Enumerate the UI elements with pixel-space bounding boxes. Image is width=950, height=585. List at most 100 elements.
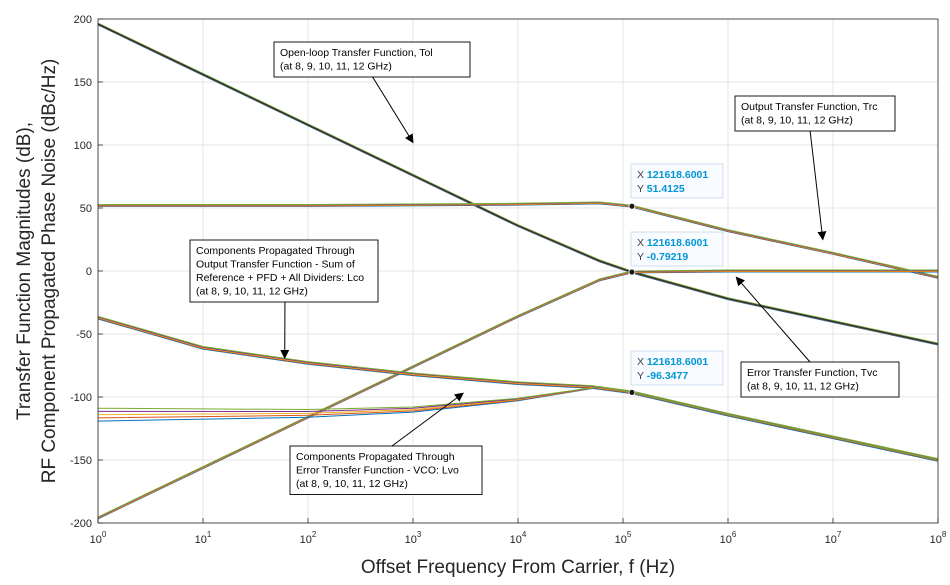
datatip-x-row: X 121618.6001 bbox=[637, 356, 708, 368]
annotations: Open-loop Transfer Function, Tol (at 8, 9… bbox=[189, 41, 900, 495]
datatip-marker[interactable] bbox=[628, 268, 636, 276]
y-tick-label: -200 bbox=[70, 518, 92, 530]
x-tick-exponent: 6 bbox=[732, 530, 737, 539]
datatip-y-row: Y -0.79219 bbox=[637, 251, 688, 263]
x-tick-base: 10 bbox=[405, 534, 417, 546]
x-tick-exponent: 8 bbox=[942, 530, 947, 539]
curve-family-lco bbox=[98, 315, 938, 462]
annotation-text-line: Error Transfer Function - VCO: Lvo bbox=[296, 465, 459, 477]
y-axis-label-line-2: RF Component Propagated Phase Noise (dBc… bbox=[39, 59, 60, 484]
datatip-x-label: X bbox=[637, 356, 647, 368]
datatip-y-row: Y -96.3477 bbox=[637, 370, 688, 382]
x-tick-base: 10 bbox=[825, 534, 837, 546]
annotation-box bbox=[289, 445, 483, 495]
curve-lco-trace bbox=[98, 315, 938, 460]
x-tick-base: 10 bbox=[615, 534, 627, 546]
x-tick-label: 105 bbox=[615, 530, 632, 546]
annotation-arrow bbox=[735, 276, 811, 363]
annotation-callout: Components Propagated Through Error Trans… bbox=[289, 392, 483, 495]
annotation-text-line: Output Transfer Function - Sum of bbox=[196, 259, 355, 271]
ticks: 100 101 102 103 104 105 106 107 108200150100500-… bbox=[70, 14, 947, 546]
annotation-callout: Error Transfer Function, Tvc (at 8, 9, 10… bbox=[735, 276, 900, 398]
x-tick-label: 103 bbox=[405, 530, 422, 546]
y-tick-label: 0 bbox=[86, 266, 92, 278]
x-tick-exponent: 1 bbox=[207, 530, 212, 539]
curve-family-lvo bbox=[98, 386, 938, 461]
x-tick-exponent: 5 bbox=[627, 530, 632, 539]
x-tick-exponent: 2 bbox=[312, 530, 317, 539]
datatip-x-value: 121618.6001 bbox=[647, 237, 708, 249]
y-axis-label-line-1: Transfer Function Magnitudes (dB), bbox=[14, 122, 35, 420]
annotation-callout: Components Propagated Through Output Tran… bbox=[189, 239, 379, 359]
annotation-callout: Output Transfer Function, Trc (at 8, 9, 1… bbox=[734, 95, 896, 241]
curve-family-trc bbox=[98, 201, 938, 279]
annotation-box bbox=[740, 361, 900, 398]
datatip-x-row: X 121618.6001 bbox=[637, 237, 708, 249]
curve-lvo-trace bbox=[98, 386, 938, 461]
datatip-box bbox=[630, 163, 724, 199]
x-tick-base: 10 bbox=[930, 534, 942, 546]
x-tick-label: 106 bbox=[720, 530, 737, 546]
y-tick-label: 50 bbox=[80, 203, 92, 215]
y-tick-label: 100 bbox=[74, 140, 92, 152]
datatip-x-label: X bbox=[637, 237, 647, 249]
annotation-text-line: Error Transfer Function, Tvc bbox=[747, 367, 878, 379]
annotation-arrow bbox=[391, 392, 464, 447]
annotation-box bbox=[273, 41, 471, 78]
x-tick-base: 10 bbox=[90, 534, 102, 546]
curve-tol-center bbox=[98, 23, 938, 345]
x-tick-label: 100 bbox=[90, 530, 107, 546]
datatip-x-value: 121618.6001 bbox=[647, 356, 708, 368]
annotation-arrow bbox=[371, 75, 414, 144]
datatip-y-value: -96.3477 bbox=[647, 370, 689, 382]
curve-lco-trace bbox=[98, 316, 938, 460]
curves bbox=[98, 22, 938, 520]
x-tick-base: 10 bbox=[720, 534, 732, 546]
annotation-text-line: Components Propagated Through bbox=[196, 245, 355, 257]
y-tick-label: 150 bbox=[74, 77, 92, 89]
datatip-y-label: Y bbox=[637, 251, 647, 263]
annotation-arrow bbox=[809, 129, 827, 241]
annotation-callout: Open-loop Transfer Function, Tol (at 8, 9… bbox=[273, 41, 471, 144]
y-tick-label: -100 bbox=[70, 392, 92, 404]
y-tick-label: -50 bbox=[76, 329, 92, 341]
curve-family-tol bbox=[98, 22, 938, 346]
datatip-box bbox=[630, 350, 724, 386]
curve-tol-trace bbox=[98, 22, 938, 344]
datatip-y-value: 51.4125 bbox=[647, 183, 685, 195]
datatip-y-value: -0.79219 bbox=[647, 251, 689, 263]
annotation-text-line: (at 8, 9, 10, 11, 12 GHz) bbox=[747, 381, 859, 393]
datatip-y-row: Y 51.4125 bbox=[637, 183, 685, 195]
annotation-text-line: Components Propagated Through bbox=[296, 451, 455, 463]
x-tick-base: 10 bbox=[300, 534, 312, 546]
y-tick-label: -150 bbox=[70, 455, 92, 467]
x-tick-label: 104 bbox=[510, 530, 527, 546]
annotation-text-line: Open-loop Transfer Function, Tol bbox=[280, 47, 433, 59]
annotation-text-line: (at 8, 9, 10, 11, 12 GHz) bbox=[296, 478, 408, 490]
x-tick-label: 101 bbox=[195, 530, 212, 546]
annotation-text-line: (at 8, 9, 10, 11, 12 GHz) bbox=[280, 61, 392, 73]
x-axis-label: Offset Frequency From Carrier, f (Hz) bbox=[361, 557, 675, 578]
x-tick-exponent: 0 bbox=[102, 530, 107, 539]
curve-family-tvc bbox=[98, 269, 938, 520]
annotation-text-line: (at 8, 9, 10, 11, 12 GHz) bbox=[741, 115, 853, 127]
datatip-y-label: Y bbox=[637, 183, 647, 195]
datatip-marker[interactable] bbox=[628, 388, 636, 396]
y-tick-label: 200 bbox=[74, 14, 92, 26]
x-tick-exponent: 3 bbox=[417, 530, 422, 539]
x-tick-exponent: 7 bbox=[837, 530, 842, 539]
datatip-y-label: Y bbox=[637, 370, 647, 382]
annotation-box bbox=[189, 239, 379, 303]
annotation-text-line: Reference + PFD + All Dividers: Lco bbox=[196, 272, 364, 284]
datatip-marker[interactable] bbox=[628, 202, 636, 210]
datatip-x-value: 121618.6001 bbox=[647, 169, 708, 181]
x-tick-label: 107 bbox=[825, 530, 842, 546]
curve-lco-trace bbox=[98, 318, 938, 462]
x-tick-base: 10 bbox=[195, 534, 207, 546]
annotation-text-line: (at 8, 9, 10, 11, 12 GHz) bbox=[196, 286, 308, 298]
